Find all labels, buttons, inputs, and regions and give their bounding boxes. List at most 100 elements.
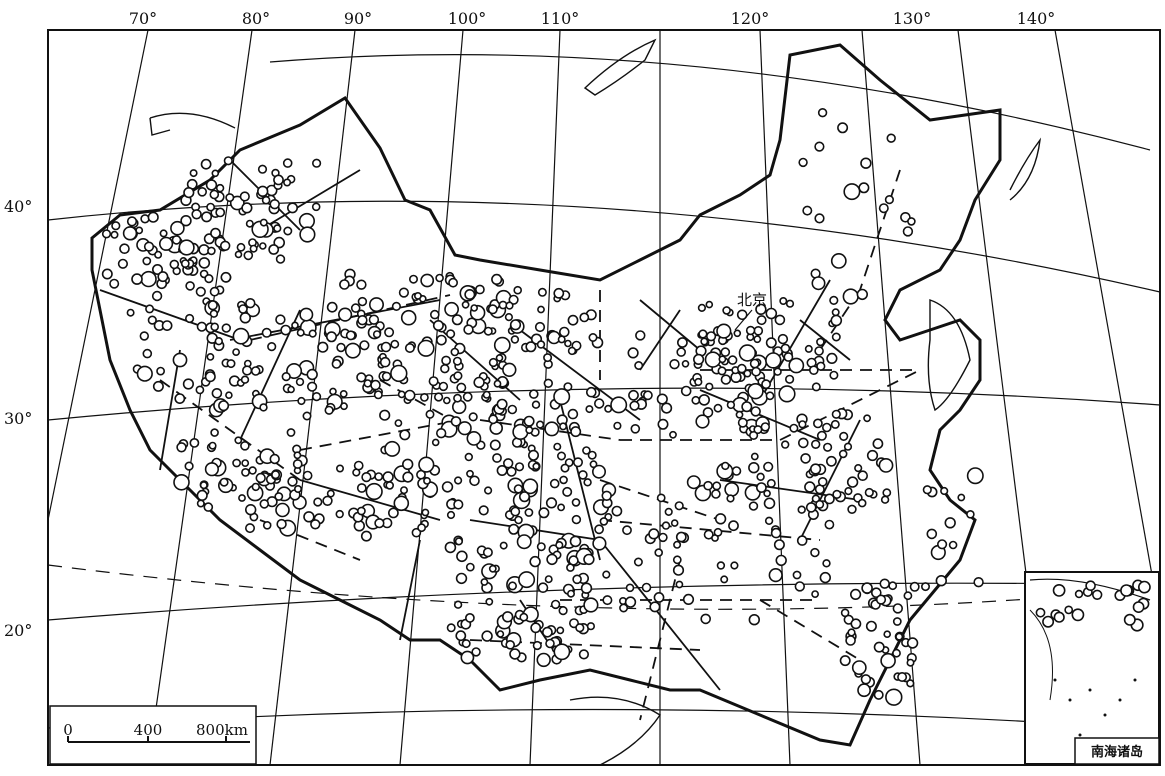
epicenter-circle-859 bbox=[840, 608, 850, 618]
epicenter-circle-889 bbox=[682, 593, 695, 606]
epicenter-circle-922 bbox=[811, 276, 826, 291]
epicenter-circle-600 bbox=[654, 548, 664, 557]
lat-label-20: 20° bbox=[4, 621, 32, 640]
epicenter-circle-920 bbox=[843, 183, 861, 201]
epicenter-circle-694 bbox=[816, 361, 826, 371]
epicenter-circle-504 bbox=[525, 426, 534, 435]
fault-line-13 bbox=[799, 319, 851, 361]
epicenter-circle-141 bbox=[195, 286, 206, 297]
epicenter-circle-733 bbox=[718, 355, 727, 364]
epicenter-circle-249 bbox=[363, 379, 372, 388]
epicenter-circle-1037 bbox=[269, 453, 280, 465]
epicenter-circle-280 bbox=[491, 273, 503, 286]
epicenter-circle-216 bbox=[211, 387, 223, 399]
epicenter-circle-370 bbox=[509, 319, 522, 331]
epicenter-circle-476 bbox=[514, 515, 523, 525]
epicenter-circle-376 bbox=[588, 332, 598, 342]
epicenter-circle-334 bbox=[535, 420, 545, 429]
epicenter-circle-408 bbox=[385, 481, 395, 490]
epicenter-circle-178 bbox=[275, 314, 286, 325]
epicenter-circle-692 bbox=[705, 331, 717, 342]
epicenter-circle-813 bbox=[810, 439, 821, 449]
scale-label-800km: 800km bbox=[196, 721, 248, 739]
epicenter-circle-815 bbox=[824, 493, 835, 505]
epicenter-circle-601 bbox=[586, 622, 596, 631]
epicenter-circle-507 bbox=[538, 507, 550, 519]
epicenter-circle-427 bbox=[488, 414, 498, 425]
epicenter-circle-82 bbox=[171, 235, 182, 245]
epicenter-circle-646 bbox=[692, 353, 705, 366]
epicenter-circle-229 bbox=[306, 368, 318, 381]
inset-south-china-sea: 南海诸岛 bbox=[1024, 571, 1160, 765]
epicenter-circle-21 bbox=[298, 212, 316, 230]
epicenter-circle-640 bbox=[702, 407, 714, 418]
epicenter-circle-40 bbox=[189, 169, 198, 178]
epicenter-circle-890 bbox=[728, 520, 739, 532]
inferred-fault-line-16 bbox=[639, 559, 681, 721]
epicenter-circle-129 bbox=[156, 366, 165, 376]
epicenter-circle-743 bbox=[748, 462, 760, 474]
epicenter-circle-696 bbox=[785, 299, 795, 308]
epicenter-circle-257 bbox=[345, 330, 356, 341]
epicenter-circle-618 bbox=[602, 570, 611, 579]
epicenter-circle-874 bbox=[768, 567, 783, 583]
epicenter-circle-604 bbox=[583, 597, 599, 613]
epicenter-circle-711 bbox=[756, 315, 767, 326]
epicenter-circle-610 bbox=[649, 601, 661, 613]
epicenter-circle-238 bbox=[359, 340, 370, 351]
epicenter-circle-856 bbox=[861, 582, 873, 594]
epicenter-circle-1020 bbox=[286, 428, 296, 437]
epicenter-circle-318 bbox=[510, 335, 520, 344]
epicenter-circle-386 bbox=[434, 392, 444, 402]
epicenter-circle-163 bbox=[267, 342, 277, 352]
epicenter-circle-189 bbox=[286, 362, 303, 379]
epicenter-circle-444 bbox=[384, 440, 401, 457]
epicenter-circle-870 bbox=[748, 613, 760, 626]
epicenter-circle-754 bbox=[778, 385, 796, 403]
epicenter-circle-454 bbox=[518, 491, 530, 503]
epicenter-circle-35 bbox=[225, 193, 235, 203]
fault-line-2 bbox=[99, 289, 241, 341]
epicenter-circle-1001 bbox=[292, 459, 303, 469]
epicenter-circle-174 bbox=[329, 387, 337, 396]
epicenter-circle-218 bbox=[209, 309, 219, 318]
epicenter-circle-682 bbox=[816, 337, 825, 347]
epicenter-circle-635 bbox=[634, 360, 644, 370]
epicenter-circle-735 bbox=[831, 332, 841, 342]
epicenter-circle-271 bbox=[483, 326, 493, 336]
epicenter-circle-432 bbox=[473, 376, 485, 389]
epicenter-circle-352 bbox=[579, 312, 590, 323]
epicenter-circle-498 bbox=[587, 450, 597, 460]
epicenter-circle-803 bbox=[857, 470, 869, 482]
epicenter-circle-482 bbox=[503, 458, 514, 469]
epicenter-circle-901 bbox=[811, 590, 819, 598]
epicenter-circle-641 bbox=[630, 423, 641, 434]
epicenter-circle-667 bbox=[680, 385, 692, 397]
epicenter-circle-499 bbox=[531, 400, 541, 409]
epicenter-circle-58 bbox=[259, 218, 268, 227]
epicenter-circle-212 bbox=[356, 372, 367, 383]
lon-label-130: 130° bbox=[893, 9, 932, 28]
epicenter-circle-904 bbox=[770, 527, 782, 539]
epicenter-circle-741 bbox=[763, 489, 771, 498]
epicenter-circle-339 bbox=[453, 371, 463, 381]
epicenter-circle-520 bbox=[516, 534, 532, 550]
epicenter-circle-868 bbox=[865, 620, 877, 632]
epicenter-circle-404 bbox=[431, 438, 440, 447]
epicenter-circle-990 bbox=[374, 518, 385, 529]
epicenter-circle-695 bbox=[814, 346, 824, 356]
inset-title: 南海诸岛 bbox=[1091, 744, 1143, 760]
epicenter-circle-976 bbox=[356, 483, 367, 493]
epicenter-circle-487 bbox=[572, 457, 583, 468]
epicenter-circle-493 bbox=[560, 463, 570, 473]
epicenter-circle-166 bbox=[302, 411, 312, 421]
epicenter-circle-224 bbox=[280, 324, 292, 336]
epicenter-circle-660 bbox=[753, 325, 764, 336]
epicenter-circle-395 bbox=[402, 471, 414, 483]
epicenter-circle-633 bbox=[737, 417, 748, 428]
epicenter-circle-945 bbox=[245, 523, 256, 534]
epicenter-circle-556 bbox=[519, 612, 529, 622]
epicenter-circle-982 bbox=[241, 467, 250, 477]
latitude-line-20 bbox=[47, 582, 1161, 621]
epicenter-circle-608 bbox=[661, 521, 671, 530]
